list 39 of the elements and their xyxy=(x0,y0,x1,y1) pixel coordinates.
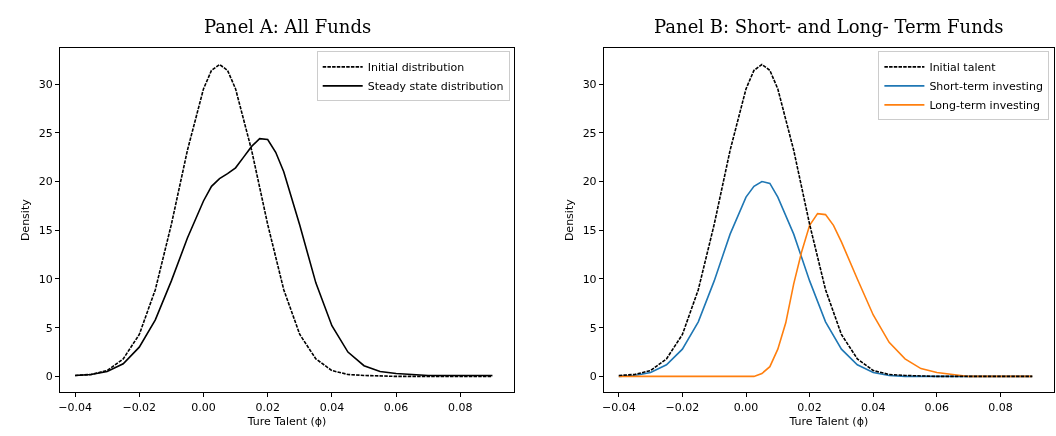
chart-title: Panel B: Short- and Long- Term Funds xyxy=(654,16,1004,37)
legend-label: Steady state distribution xyxy=(367,80,504,94)
x-tick-label: 0.00 xyxy=(733,400,759,414)
y-tick-label: 30 xyxy=(582,77,597,91)
x-tick-label: 0.08 xyxy=(988,400,1013,414)
x-axis-title: Ture Talent (ϕ) xyxy=(246,414,327,428)
legend-label: Short-term investing xyxy=(929,80,1043,94)
x-axis-title: Ture Talent (ϕ) xyxy=(788,414,869,428)
y-tick-label: 5 xyxy=(45,321,53,335)
y-axis-title: Density xyxy=(563,198,577,242)
legend-label: Long-term investing xyxy=(929,99,1040,113)
x-tick-label: −0.04 xyxy=(601,400,636,414)
y-tick-label: 25 xyxy=(582,126,597,140)
y-tick-label: 10 xyxy=(38,272,53,286)
y-tick-label: 15 xyxy=(38,224,53,238)
y-tick-label: 0 xyxy=(45,370,53,384)
y-axis-title: Density xyxy=(19,198,33,242)
legend-label: Initial distribution xyxy=(367,61,465,75)
y-tick-label: 25 xyxy=(38,126,53,140)
x-tick-label: 0.06 xyxy=(383,400,409,414)
x-tick-label: 0.02 xyxy=(255,400,280,414)
x-tick-label: −0.04 xyxy=(58,400,92,414)
y-tick-label: 20 xyxy=(38,175,53,189)
x-tick-label: 0.04 xyxy=(860,400,886,414)
y-tick-label: 20 xyxy=(582,175,597,189)
chart-title: Panel A: All Funds xyxy=(204,16,372,37)
y-tick-label: 15 xyxy=(582,224,597,238)
y-tick-label: 10 xyxy=(582,272,597,286)
x-tick-label: 0.02 xyxy=(797,400,822,414)
x-tick-label: 0.06 xyxy=(924,400,950,414)
y-tick-label: 5 xyxy=(589,321,597,335)
y-tick-label: 30 xyxy=(38,77,53,91)
x-tick-label: 0.04 xyxy=(319,400,345,414)
x-tick-label: 0.08 xyxy=(448,400,473,414)
x-tick-label: −0.02 xyxy=(122,400,157,414)
y-tick-label: 0 xyxy=(589,370,597,384)
x-tick-label: 0.00 xyxy=(191,400,216,414)
legend-label: Initial talent xyxy=(929,61,997,75)
x-tick-label: −0.02 xyxy=(665,400,700,414)
